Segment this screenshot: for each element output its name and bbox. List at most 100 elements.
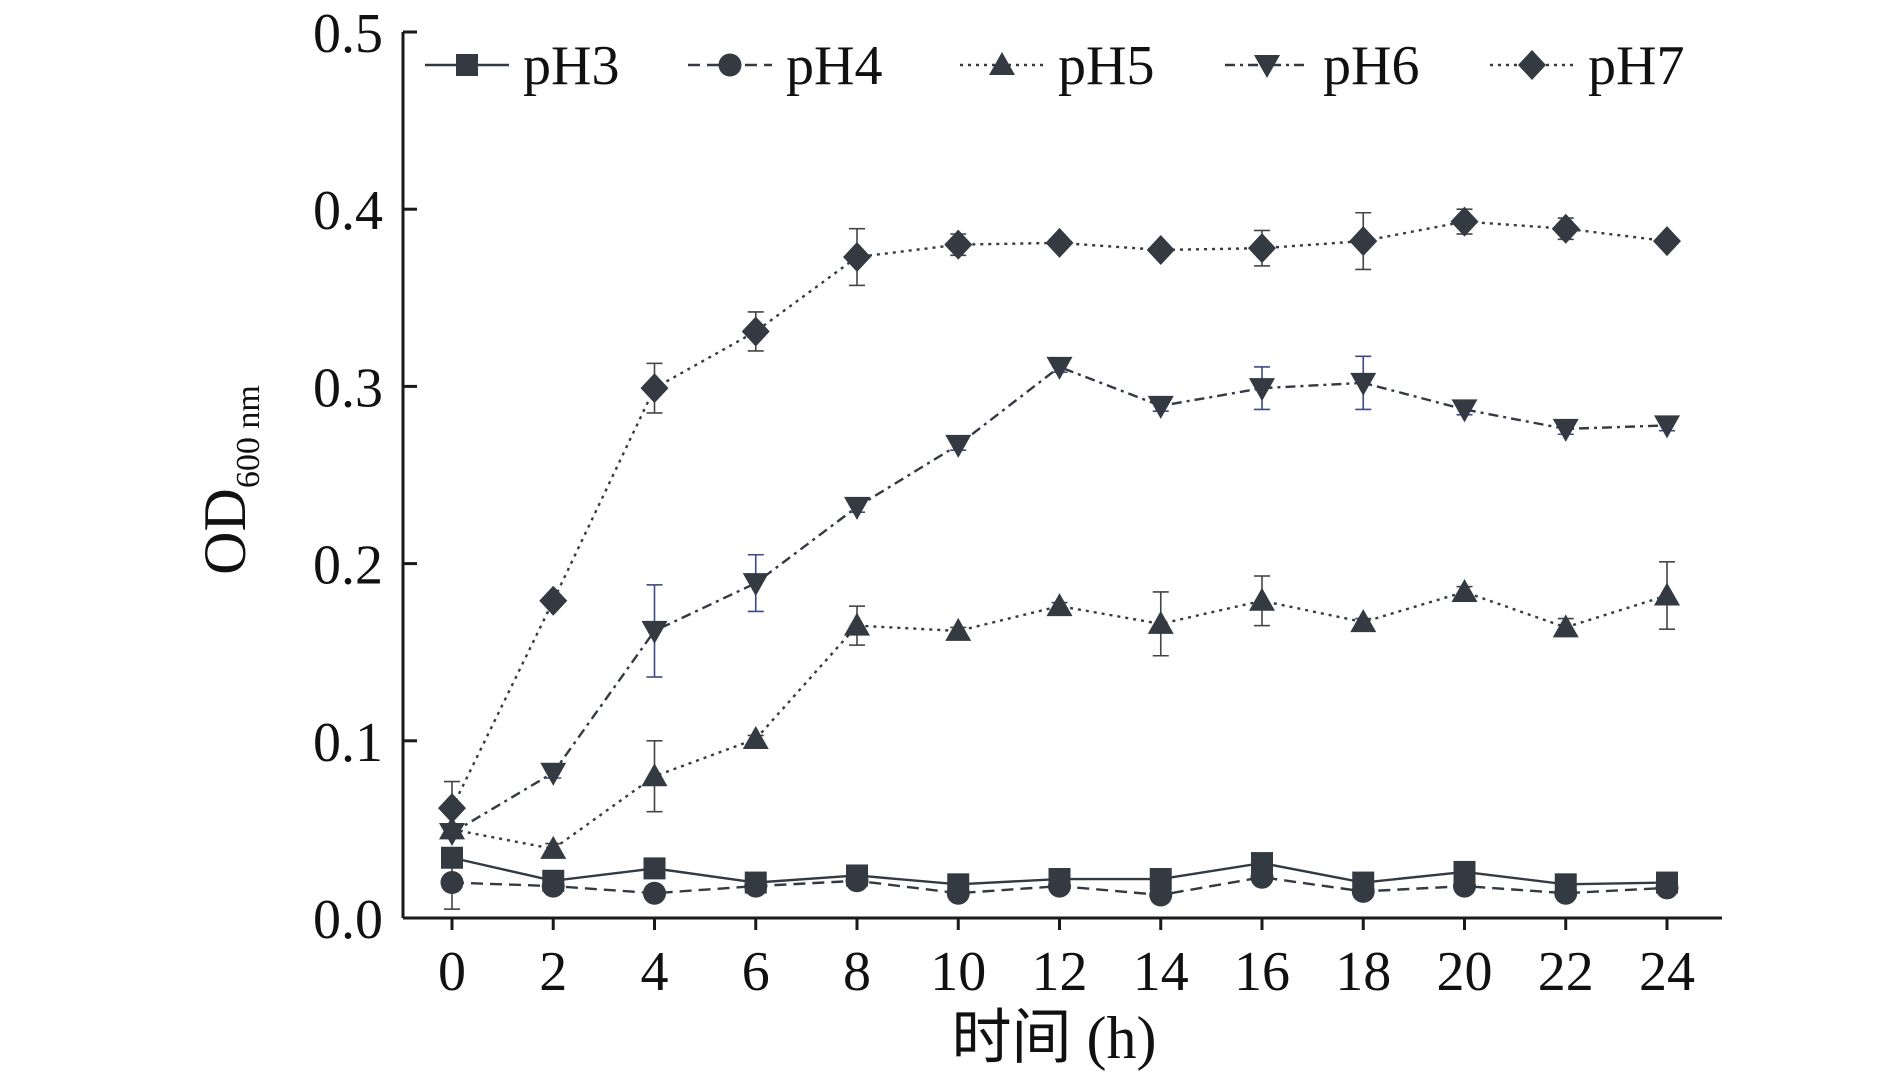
data-point-ph6: [1249, 378, 1275, 402]
data-point-ph6: [1654, 415, 1680, 439]
y-tick-label: 0.1: [313, 712, 383, 774]
x-tick-label: 24: [1639, 941, 1695, 1003]
data-point-ph5: [641, 763, 668, 787]
data-point-ph7: [640, 373, 669, 404]
data-point-ph4: [744, 874, 768, 898]
x-axis-title: 时间 (h): [952, 1005, 1157, 1071]
data-point-ph6: [844, 496, 870, 520]
data-point-ph5: [1451, 578, 1478, 602]
data-point-ph7: [1551, 213, 1580, 244]
y-tick-label: 0.2: [313, 535, 383, 597]
x-tick-label: 2: [539, 941, 567, 1003]
x-tick-label: 18: [1335, 941, 1391, 1003]
x-tick-label: 4: [641, 941, 669, 1003]
legend-label-ph6: pH6: [1323, 35, 1419, 97]
data-point-ph5: [540, 835, 567, 859]
data-markers: [438, 206, 1681, 907]
x-tick-label: 20: [1437, 941, 1493, 1003]
data-point-ph5: [742, 726, 769, 750]
data-point-ph5: [1654, 582, 1680, 606]
legend-item-ph5: pH5: [960, 35, 1154, 97]
data-point-ph4: [541, 874, 565, 898]
legend-label-ph3: pH3: [523, 35, 619, 97]
data-point-ph7: [944, 229, 973, 260]
data-point-ph6: [1350, 372, 1377, 396]
legend-label-ph5: pH5: [1058, 35, 1154, 97]
y-tick-label: 0.5: [313, 3, 383, 65]
data-point-ph7: [1045, 227, 1074, 258]
data-point-ph6: [540, 762, 567, 786]
data-point-ph5: [1350, 609, 1377, 633]
x-tick-label: 6: [742, 941, 770, 1003]
data-point-ph4: [1453, 874, 1476, 898]
data-point-ph5: [1249, 587, 1275, 611]
data-point-ph3: [643, 857, 666, 880]
legend-label-ph4: pH4: [786, 35, 882, 97]
x-tick-label: 14: [1133, 941, 1189, 1003]
data-point-ph4: [1048, 874, 1071, 898]
y-tick-label: 0.4: [313, 180, 383, 242]
legend-item-ph4: pH4: [688, 35, 882, 97]
chart-legend: pH3 pH4 pH5 pH6 pH7: [425, 35, 1684, 97]
error-bars: [444, 208, 1675, 910]
data-point-ph6: [439, 822, 465, 846]
data-point-ph3: [1149, 868, 1172, 891]
data-point-ph7: [1146, 234, 1175, 265]
data-point-ph6: [742, 573, 769, 597]
data-point-ph5: [945, 617, 972, 641]
series-lines: [450, 220, 1668, 897]
data-point-ph4: [1655, 876, 1679, 900]
y-axis-title-main: OD: [192, 488, 258, 575]
x-tick-label: 10: [930, 941, 986, 1003]
chart-axes: 0.00.10.20.30.40.50 2 4 6 8 10 12 14 16 18 20 22 24: [313, 3, 1722, 1003]
data-point-ph7: [438, 793, 466, 824]
data-point-ph6: [1147, 395, 1174, 419]
legend-item-ph6: pH6: [1225, 35, 1419, 97]
data-point-ph5: [1552, 614, 1579, 638]
data-point-ph7: [1450, 206, 1479, 237]
data-point-ph7: [741, 316, 770, 347]
y-axis-title-subscript: 600 nm: [230, 385, 267, 488]
x-tick-label: 12: [1032, 941, 1088, 1003]
data-point-ph4: [440, 871, 464, 895]
data-point-ph4: [1351, 879, 1375, 903]
data-point-ph4: [1250, 865, 1274, 889]
data-point-ph7: [1248, 233, 1276, 264]
data-point-ph6: [1451, 399, 1478, 423]
legend-item-ph7: pH7: [1490, 35, 1684, 97]
data-point-ph7: [539, 585, 568, 616]
data-point-ph6: [945, 434, 972, 458]
data-point-ph4: [643, 881, 666, 905]
legend-item-ph3: pH3: [425, 35, 619, 97]
x-tick-label: 8: [843, 941, 871, 1003]
series-line-ph7: [450, 220, 1668, 809]
x-tick-label: 22: [1538, 941, 1594, 1003]
data-point-ph4: [1554, 881, 1578, 905]
data-point-ph7: [1653, 226, 1681, 257]
legend-marker-ph7: [1518, 50, 1546, 80]
data-point-ph7: [843, 242, 871, 273]
x-tick-label: 0: [438, 941, 466, 1003]
legend-marker-ph4: [718, 53, 742, 77]
data-point-ph5: [1147, 610, 1174, 634]
legend-marker-ph6: [1254, 55, 1280, 78]
data-point-ph6: [641, 620, 668, 644]
y-tick-label: 0.0: [313, 889, 383, 951]
legend-marker-ph5: [989, 52, 1015, 75]
x-tick-label: 16: [1234, 941, 1290, 1003]
data-point-ph3: [441, 846, 463, 869]
y-tick-label: 0.3: [313, 357, 383, 419]
data-point-ph7: [1349, 226, 1378, 257]
data-point-ph6: [1046, 356, 1073, 380]
data-point-ph6: [1552, 418, 1579, 442]
data-point-ph4: [1149, 883, 1173, 907]
y-axis-title: OD600 nm: [192, 385, 267, 575]
data-point-ph5: [1046, 593, 1073, 617]
data-point-ph5: [844, 612, 870, 636]
series-line-ph5: [451, 590, 1668, 851]
data-point-ph4: [946, 881, 970, 905]
legend-marker-ph3: [456, 54, 478, 76]
legend-label-ph7: pH7: [1588, 35, 1684, 97]
data-point-ph4: [845, 869, 869, 893]
